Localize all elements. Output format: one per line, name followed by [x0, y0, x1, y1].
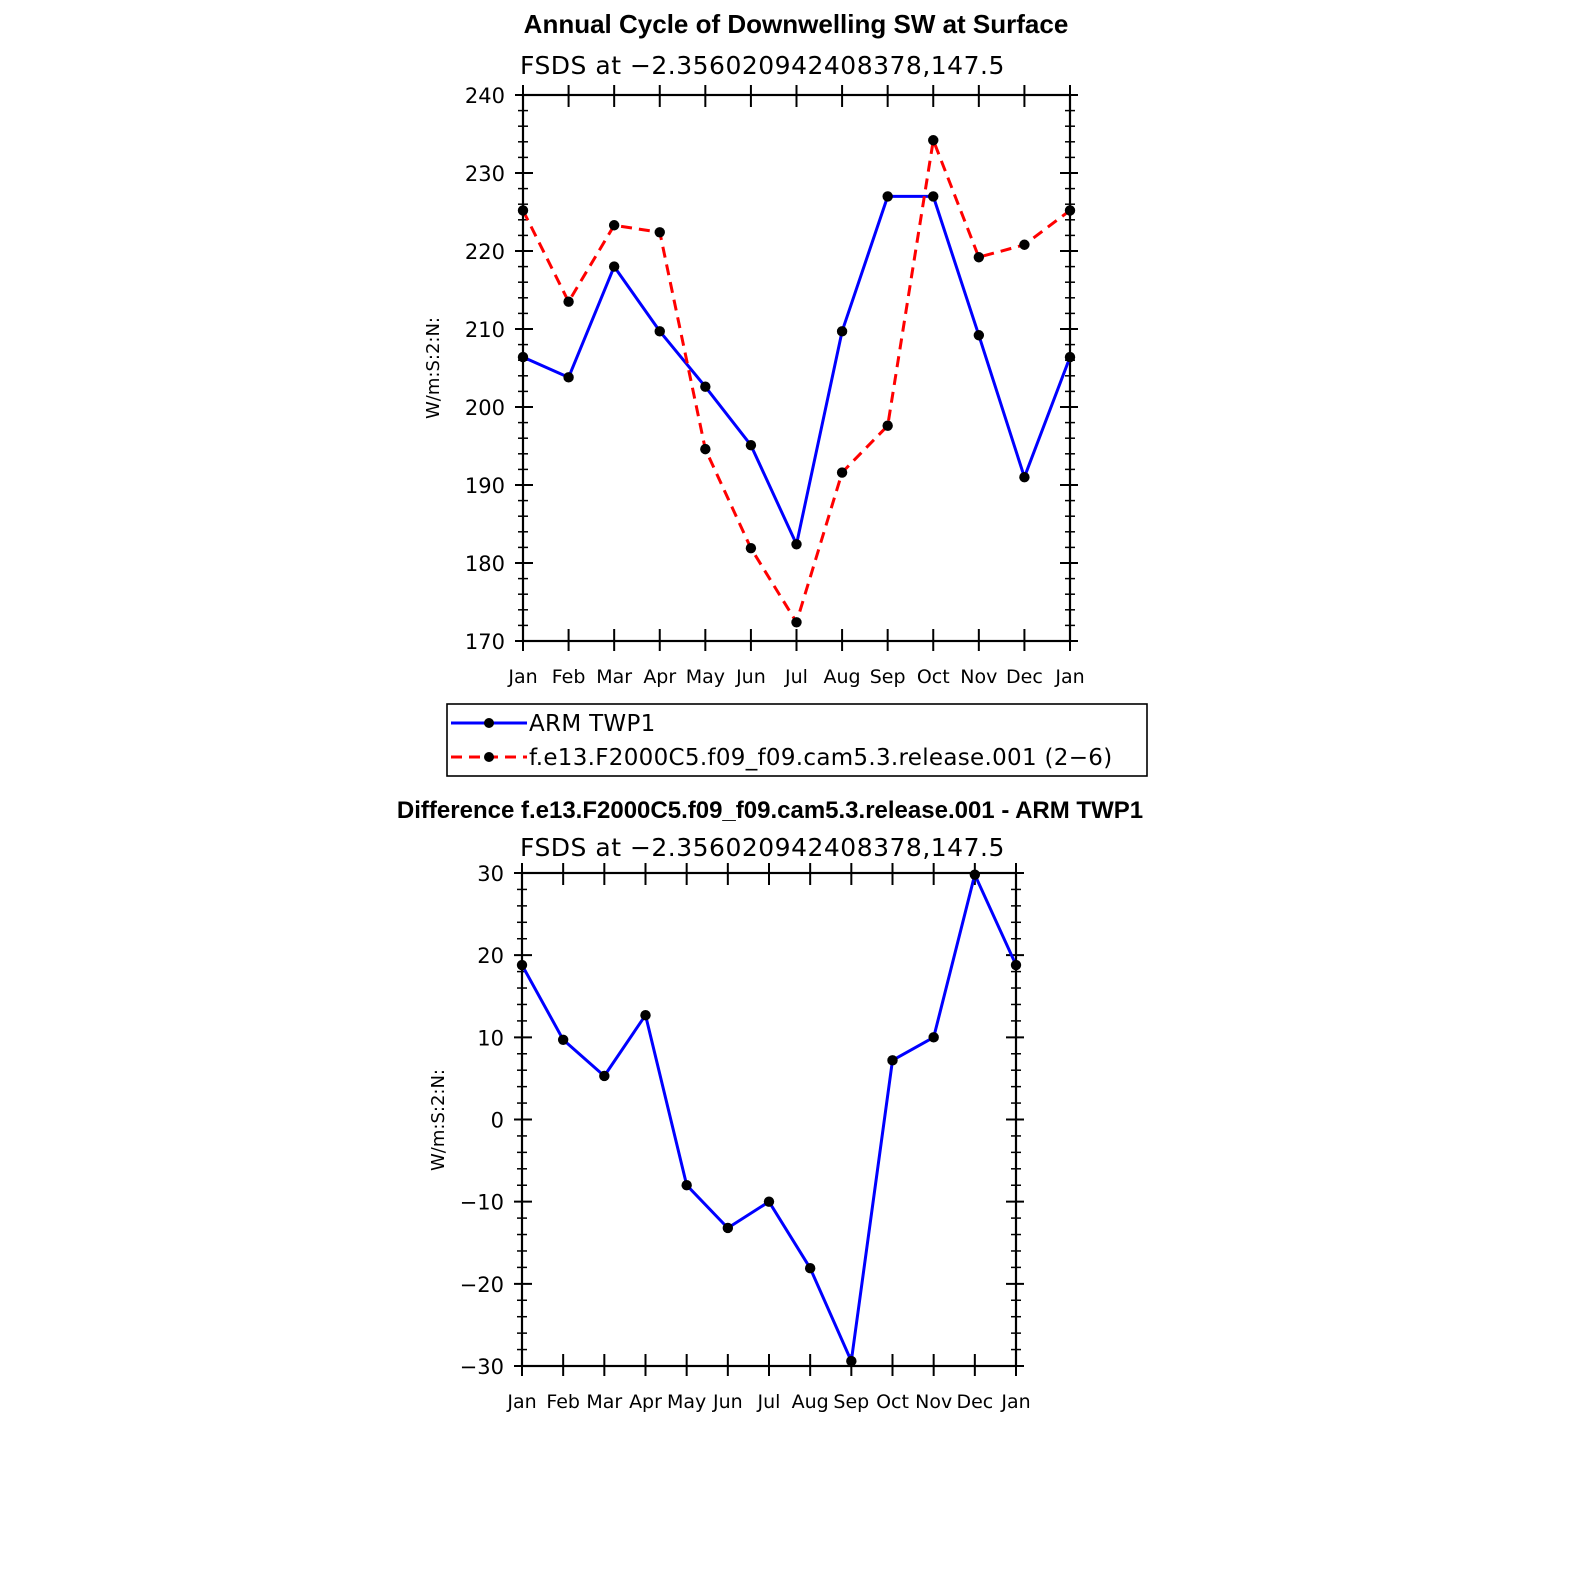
bottom-chart-x-tick-label: Sep — [833, 1391, 869, 1413]
bottom-chart-y-tick-label: 30 — [477, 862, 504, 886]
top-chart-x-tick-label: May — [686, 666, 725, 688]
top-chart-subtitle: FSDS at −2.356020942408378,147.5 — [520, 51, 1005, 80]
top-chart-title: Annual Cycle of Downwelling SW at Surfac… — [524, 9, 1069, 39]
top-chart-y-tick-label: 190 — [465, 474, 505, 498]
bottom-chart-series-0-point — [887, 1055, 898, 1066]
top-chart-plot: 170 180 190 200 210 220 230 240 Jan Feb Mar Apr May J… — [465, 84, 1085, 688]
top-chart-series-0-point — [1019, 472, 1030, 483]
bottom-chart-y-tick-label: 10 — [477, 1026, 504, 1050]
bottom-chart-x-tick-label: Nov — [915, 1391, 952, 1413]
top-chart-series-1-point — [973, 252, 985, 263]
top-chart-series-0-point — [973, 330, 985, 341]
legend-marker-arm — [484, 718, 494, 728]
top-chart-x-tick-label: Jan — [1054, 666, 1084, 688]
bottom-chart-series-0-point — [763, 1196, 775, 1207]
bottom-chart-series-0-point — [681, 1180, 692, 1191]
bottom-chart-series-0-point — [640, 1009, 651, 1021]
top-chart-x-tick-label: Jun — [735, 666, 766, 688]
bottom-chart-y-axis-label: W/m:S:2:N: — [428, 1069, 449, 1171]
top-chart-x-tick-label: Sep — [870, 666, 906, 688]
top-chart-series-0-point — [517, 351, 529, 363]
bottom-chart-x-tick-label: May — [667, 1391, 706, 1413]
bottom-chart-series-0-point — [1010, 959, 1022, 971]
top-chart-series-0-point — [882, 191, 893, 202]
bottom-chart-x-tick-label: Jan — [506, 1391, 536, 1413]
top-chart-x-tick-label: Mar — [596, 666, 632, 688]
top-chart-series-1-point — [882, 420, 893, 431]
top-chart-series-1-point — [836, 467, 848, 478]
top-chart-series-1-point — [700, 443, 711, 455]
bottom-chart-title: Difference f.e13.F2000C5.f09_f09.cam5.3.… — [397, 797, 1143, 824]
top-chart-series-1-point — [608, 220, 620, 231]
bottom-chart-series-0-point — [928, 1032, 939, 1043]
top-chart-series-1-point — [791, 617, 802, 628]
top-chart-series-0-point — [836, 326, 848, 337]
bottom-chart-y-tick-label: −20 — [460, 1273, 504, 1297]
top-chart-series-1-point — [654, 227, 665, 238]
top-chart-y-tick-label: 220 — [465, 240, 505, 264]
bottom-chart-subtitle: FSDS at −2.356020942408378,147.5 — [520, 833, 1005, 862]
top-chart-series-0-point — [1064, 351, 1076, 363]
bottom-chart-plot: −30 −20 −10 0 10 20 30 Jan Feb Mar Apr May Jun Jul Aug… — [460, 862, 1031, 1413]
bottom-chart-series-0-point — [557, 1034, 569, 1045]
bottom-chart-x-tick-label: Dec — [956, 1391, 993, 1413]
bottom-chart-series-0-point — [599, 1070, 610, 1082]
top-chart-x-tick-label: Jul — [784, 666, 808, 688]
legend-box — [446, 703, 1148, 777]
top-chart-series-0-point — [745, 440, 757, 451]
top-chart-x-tick-label: Feb — [552, 666, 586, 688]
bottom-chart-x-tick-label: Jun — [712, 1391, 743, 1413]
top-chart-x-tick-label: Apr — [643, 666, 676, 688]
legend: ARM TWP1 f.e13.F2000C5.f09_f09.cam5.3.re… — [446, 703, 1148, 777]
top-chart-series-0-point — [700, 381, 711, 392]
top-chart-series-1-point — [745, 542, 757, 554]
bottom-chart-x-tick-label: Jul — [757, 1391, 781, 1413]
bottom-chart-series-0-point — [722, 1222, 734, 1234]
legend-marker-model — [484, 752, 494, 762]
top-chart-series-line-0 — [522, 194, 1072, 546]
top-chart-series-1-point — [1064, 205, 1076, 216]
top-chart-y-tick-label: 180 — [465, 552, 505, 576]
bottom-chart-x-tick-label: Feb — [546, 1391, 580, 1413]
bottom-chart-x-tick-label: Apr — [629, 1391, 662, 1413]
legend-label-model: f.e13.F2000C5.f09_f09.cam5.3.release.001… — [529, 745, 1112, 771]
top-chart-x-tick-label: Nov — [960, 666, 997, 688]
bottom-chart-x-tick-label: Aug — [792, 1391, 829, 1413]
top-chart-y-axis-label: W/m:S:2:N: — [423, 317, 444, 419]
bottom-chart-series-line-0 — [520, 873, 1018, 1363]
bottom-chart-y-tick-label: 20 — [477, 944, 504, 968]
top-chart-series-line-1 — [521, 138, 1071, 624]
bottom-chart-series-0-point — [516, 959, 528, 971]
bottom-chart-y-tick-label: −30 — [460, 1355, 504, 1379]
bottom-chart-series-0-point — [804, 1263, 816, 1274]
bottom-chart-series-0-point — [846, 1355, 857, 1367]
bottom-chart-x-tick-label: Jan — [1000, 1391, 1030, 1413]
top-chart-series-0-point — [608, 261, 620, 272]
top-chart-series-0-point — [654, 326, 665, 337]
bottom-chart-frame — [520, 871, 1018, 1368]
top-chart-y-tick-label: 210 — [465, 318, 505, 342]
top-chart-x-tick-label: Jan — [507, 666, 537, 688]
top-chart-series-1-point — [563, 296, 574, 307]
top-chart-series-0-point — [928, 191, 939, 202]
bottom-chart-y-tick-label: −10 — [460, 1191, 504, 1215]
top-chart-series-1-point — [928, 135, 939, 146]
top-chart-series-1-point — [1019, 239, 1030, 250]
top-chart-x-tick-label: Oct — [917, 666, 950, 688]
top-chart-y-tick-label: 170 — [465, 630, 505, 654]
top-chart-y-tick-label: 240 — [465, 84, 505, 108]
legend-label-arm: ARM TWP1 — [529, 711, 656, 737]
top-chart-series-0-point — [563, 372, 574, 383]
top-chart-series-1-point — [517, 205, 529, 216]
top-chart-x-tick-label: Aug — [824, 666, 861, 688]
top-chart-series-0-point — [791, 539, 802, 550]
bottom-chart-series-0-point — [969, 869, 981, 880]
bottom-chart-x-tick-label: Oct — [876, 1391, 909, 1413]
bottom-chart-x-tick-label: Mar — [586, 1391, 622, 1413]
top-chart-y-tick-label: 230 — [465, 162, 505, 186]
bottom-chart-y-tick-label: 0 — [491, 1109, 504, 1133]
top-chart-x-tick-label: Dec — [1006, 666, 1043, 688]
top-chart-y-tick-label: 200 — [465, 396, 505, 420]
